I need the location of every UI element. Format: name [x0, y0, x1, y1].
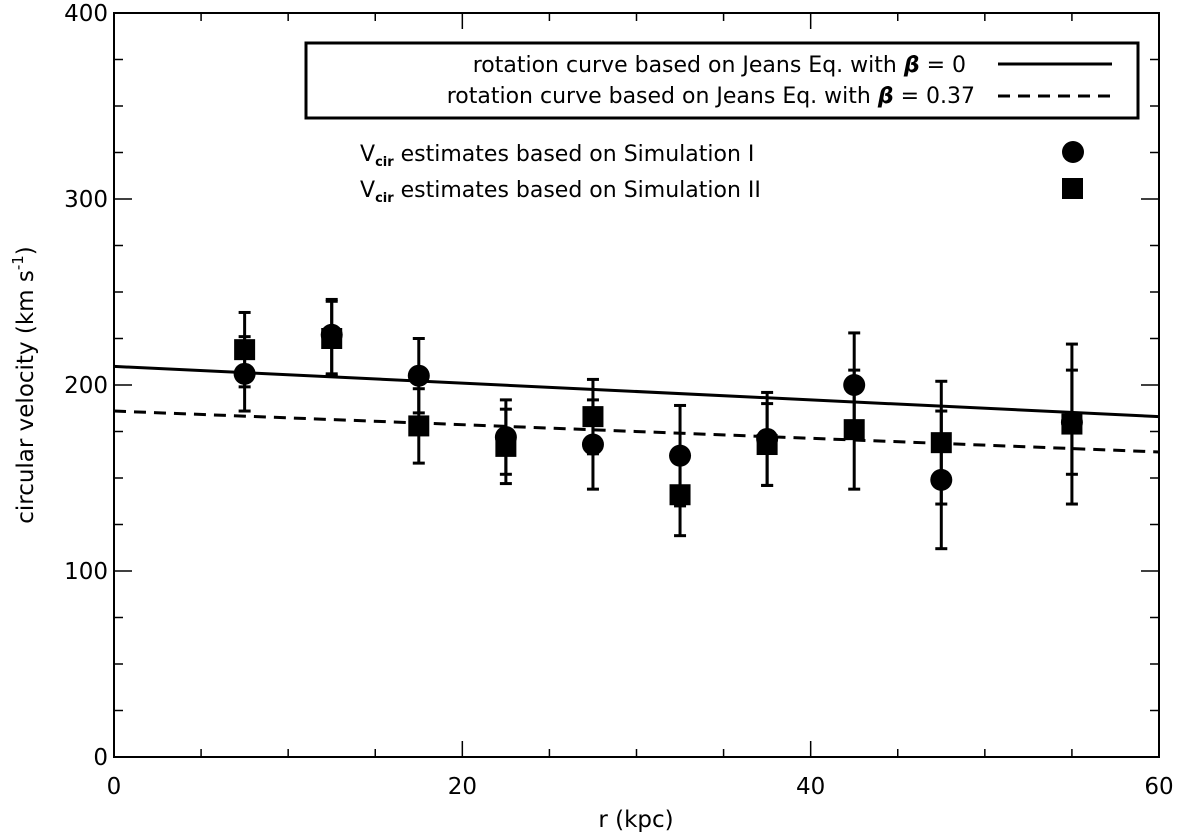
data-markers — [233, 323, 1083, 506]
legend-label-sim-2: Vcir estimates based on Simulation II — [360, 178, 761, 206]
model-lines — [113, 364, 1160, 454]
data-point-square — [495, 435, 517, 457]
error-bars — [238, 297, 1078, 551]
tick-labels: 0 20 40 60 0 100 200 300 400 — [64, 1, 1174, 800]
y-axis-label: circular velocity (km s-1) — [9, 246, 39, 524]
data-point-circle — [669, 444, 692, 467]
axis-ticks — [113, 12, 1160, 758]
legend-box — [304, 41, 1140, 120]
data-point-circle — [843, 374, 866, 396]
data-point-square — [756, 434, 778, 456]
y-tick-label: 0 — [93, 745, 108, 771]
data-point-square — [408, 415, 430, 437]
legend: rotation curve based on Jeans Eq. with β… — [304, 41, 1140, 206]
legend-square-marker — [1062, 178, 1083, 199]
x-tick-label: 40 — [796, 774, 825, 800]
plot-frame — [113, 12, 1160, 758]
data-point-circle — [407, 364, 430, 387]
legend-label-sim-1: Vcir estimates based on Simulation I — [360, 142, 754, 170]
data-point-circle — [233, 362, 256, 385]
model-line-beta-0 — [113, 364, 1160, 419]
data-point-square — [669, 484, 691, 506]
x-tick-label: 0 — [107, 774, 122, 800]
y-tick-label: 200 — [64, 373, 108, 399]
legend-label-line-2: rotation curve based on Jeans Eq. with β… — [447, 84, 975, 109]
data-point-circle — [581, 433, 604, 456]
legend-label-line-1: rotation curve based on Jeans Eq. with β… — [473, 53, 966, 78]
data-point-square — [930, 432, 952, 454]
data-point-square — [1061, 413, 1083, 435]
x-axis-label: r (kpc) — [598, 807, 673, 833]
y-tick-label: 300 — [64, 187, 108, 213]
data-point-square — [582, 406, 604, 428]
data-point-square — [321, 328, 343, 349]
y-tick-label: 400 — [64, 1, 108, 27]
data-point-square — [843, 419, 865, 441]
legend-circle-marker — [1062, 141, 1084, 163]
x-tick-label: 60 — [1144, 774, 1173, 800]
model-line-beta-0.37 — [113, 409, 1160, 454]
x-tick-label: 20 — [448, 774, 477, 800]
y-tick-label: 100 — [64, 559, 108, 585]
data-point-square — [234, 339, 256, 361]
data-point-circle — [930, 468, 953, 491]
